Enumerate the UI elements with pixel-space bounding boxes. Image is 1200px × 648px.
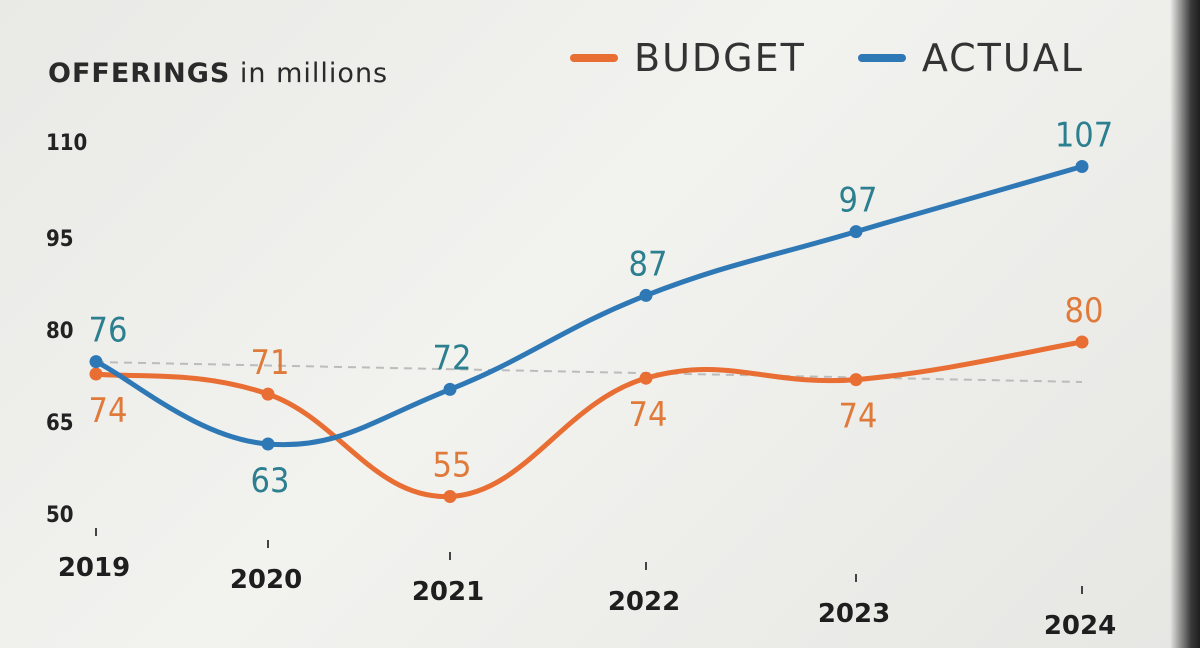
- data-point-actual: [1075, 160, 1089, 173]
- y-tick-label: 65: [46, 411, 74, 436]
- data-point-budget: [639, 371, 653, 385]
- data-label-budget: 71: [251, 343, 290, 383]
- data-point-actual: [443, 382, 457, 396]
- legend-item-actual: ACTUAL: [857, 36, 1084, 80]
- data-label-budget: 80: [1065, 291, 1104, 331]
- y-tick-label: 110: [46, 131, 87, 156]
- data-point-budget: [849, 373, 863, 387]
- data-label-actual: 107: [1055, 116, 1113, 156]
- chart-title: OFFERINGS in millions: [48, 58, 388, 89]
- data-label-budget: 74: [839, 397, 878, 437]
- legend-label-actual: ACTUAL: [921, 36, 1084, 80]
- data-label-budget: 74: [629, 395, 668, 435]
- data-point-budget: [261, 387, 275, 401]
- x-tick-label: 2019: [58, 553, 130, 583]
- screen-edge: [1170, 0, 1200, 648]
- series-line-actual: [93, 164, 1085, 448]
- x-tick-label: 2022: [608, 587, 680, 617]
- data-label-budget: 55: [433, 446, 472, 486]
- chart-legend: BUDGET ACTUAL: [570, 36, 1136, 80]
- data-point-budget: [1075, 335, 1089, 349]
- data-label-actual: 97: [839, 181, 878, 221]
- data-label-budget: 74: [89, 391, 128, 431]
- x-tick-label: 2023: [818, 599, 890, 629]
- y-tick-label: 80: [46, 319, 74, 344]
- x-tick-label: 2024: [1044, 611, 1116, 641]
- data-point-actual: [849, 225, 863, 239]
- data-point-actual: [89, 355, 103, 369]
- legend-swatch-actual: [857, 54, 906, 62]
- data-label-actual: 63: [251, 461, 290, 501]
- data-point-budget: [89, 367, 103, 381]
- data-label-actual: 76: [89, 311, 128, 351]
- legend-label-budget: BUDGET: [634, 36, 806, 80]
- chart-title-main: OFFERINGS: [48, 58, 231, 89]
- chart-title-unit: in millions: [239, 58, 389, 89]
- legend-item-budget: BUDGET: [570, 36, 806, 80]
- data-label-actual: 72: [433, 338, 472, 378]
- x-tick-label: 2020: [230, 565, 302, 595]
- reference-line: [95, 361, 1083, 383]
- y-tick-label: 95: [46, 227, 74, 252]
- x-tick-label: 2021: [412, 577, 484, 607]
- data-point-budget: [443, 490, 457, 503]
- data-point-actual: [639, 288, 653, 302]
- y-tick-label: 50: [46, 503, 74, 528]
- legend-swatch-budget: [570, 54, 618, 62]
- data-label-actual: 87: [629, 244, 668, 284]
- data-point-actual: [261, 437, 275, 451]
